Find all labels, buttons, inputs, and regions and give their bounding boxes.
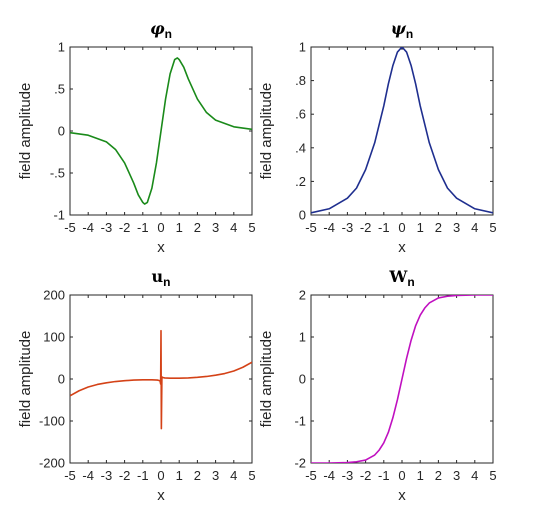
title-subscript: n [163, 275, 170, 289]
series-line [311, 295, 493, 463]
x-tick-label: -4 [323, 468, 335, 483]
x-tick-label: 0 [398, 468, 405, 483]
x-tick-label: -5 [305, 220, 317, 235]
series-line [70, 329, 252, 430]
y-tick-label: .4 [295, 140, 306, 155]
x-tick-label: 2 [435, 468, 442, 483]
x-tick-label: -4 [323, 220, 335, 235]
y-tick-label: -2 [294, 456, 306, 471]
x-tick-label: 5 [248, 220, 255, 235]
chart-title: φn [150, 19, 172, 41]
x-tick-label: 1 [176, 468, 183, 483]
axes-box [310, 46, 494, 216]
x-tick-label: -3 [101, 220, 113, 235]
y-tick-label: -1 [53, 208, 65, 223]
x-tick-label: 0 [157, 220, 164, 235]
title-symbol: u [152, 267, 164, 286]
y-tick-label: -1 [294, 414, 306, 429]
title-subscript: n [165, 27, 172, 41]
x-tick-label: 5 [489, 220, 496, 235]
x-tick-label: -1 [378, 220, 390, 235]
y-tick-label: 1 [299, 330, 306, 345]
y-tick-label: 0 [299, 208, 306, 223]
y-tick-label: 0 [299, 372, 306, 387]
x-tick-label: -2 [119, 468, 131, 483]
x-tick-label: 1 [176, 220, 183, 235]
y-tick-label: -100 [39, 414, 65, 429]
y-axis-label: field amplitude [258, 331, 275, 428]
series-line [70, 57, 252, 205]
chart-title: ψn [391, 19, 413, 41]
x-tick-label: 5 [248, 468, 255, 483]
x-tick-label: 3 [212, 220, 219, 235]
x-tick-label: 3 [453, 220, 460, 235]
x-tick-label: 2 [435, 220, 442, 235]
x-tick-label: 1 [417, 468, 424, 483]
y-tick-label: .8 [295, 73, 306, 88]
title-subscript: n [406, 27, 413, 41]
y-tick-label: 1 [299, 40, 306, 55]
x-tick-label: -2 [360, 220, 372, 235]
x-tick-label: 2 [194, 220, 201, 235]
y-tick-label: 200 [43, 288, 65, 303]
x-tick-label: 4 [230, 220, 237, 235]
x-tick-label: 3 [453, 468, 460, 483]
x-axis-label: x [157, 487, 165, 504]
x-tick-label: 3 [212, 468, 219, 483]
x-tick-label: 5 [489, 468, 496, 483]
title-subscript: n [407, 275, 414, 289]
x-tick-label: -3 [342, 220, 354, 235]
y-tick-label: 1 [58, 40, 65, 55]
y-tick-label: 100 [43, 330, 65, 345]
y-tick-label: .6 [295, 107, 306, 122]
chart-title: Wn [388, 267, 414, 289]
y-tick-label: 0 [58, 372, 65, 387]
x-tick-label: 0 [157, 468, 164, 483]
title-symbol: W [388, 267, 408, 286]
series-line [311, 47, 493, 214]
x-axis-label: x [157, 239, 165, 256]
y-tick-label: -200 [39, 456, 65, 471]
x-tick-label: -5 [64, 220, 76, 235]
y-axis-label: field amplitude [258, 83, 275, 180]
x-tick-label: 0 [398, 220, 405, 235]
x-tick-label: -1 [378, 468, 390, 483]
x-tick-label: 4 [230, 468, 237, 483]
x-tick-label: -5 [64, 468, 76, 483]
x-axis-label: x [398, 487, 406, 504]
x-tick-label: 4 [471, 220, 478, 235]
x-tick-label: -3 [342, 468, 354, 483]
x-axis-label: x [398, 239, 406, 256]
y-tick-label: 2 [299, 288, 306, 303]
x-tick-label: -3 [101, 468, 113, 483]
x-tick-label: -5 [305, 468, 317, 483]
x-tick-label: 4 [471, 468, 478, 483]
y-tick-label: .2 [295, 174, 306, 189]
y-tick-label: .5 [54, 82, 65, 97]
y-tick-label: -.5 [50, 166, 65, 181]
chart-title: un [152, 267, 171, 289]
x-tick-label: -1 [137, 220, 149, 235]
x-tick-label: -4 [82, 220, 94, 235]
x-tick-label: -2 [360, 468, 372, 483]
x-tick-label: -2 [119, 220, 131, 235]
y-axis-label: field amplitude [17, 331, 34, 428]
x-tick-label: 1 [417, 220, 424, 235]
x-tick-label: 2 [194, 468, 201, 483]
title-symbol: ψ [391, 19, 407, 38]
x-tick-label: -4 [82, 468, 94, 483]
y-tick-label: 0 [58, 124, 65, 139]
y-axis-label: field amplitude [17, 83, 34, 180]
x-tick-label: -1 [137, 468, 149, 483]
title-symbol: φ [150, 19, 165, 38]
